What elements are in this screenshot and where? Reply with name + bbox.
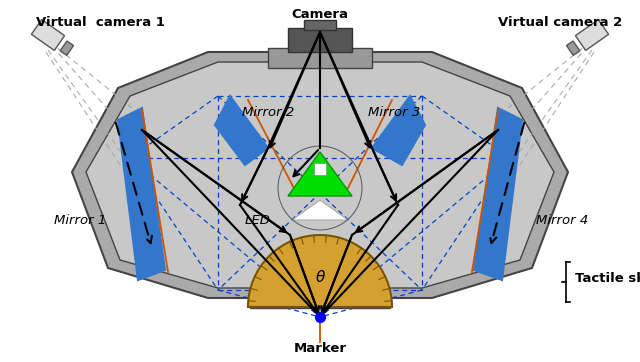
Polygon shape bbox=[31, 20, 65, 50]
Text: Mirror 3: Mirror 3 bbox=[368, 105, 420, 118]
Polygon shape bbox=[215, 96, 268, 165]
Polygon shape bbox=[566, 41, 580, 55]
Polygon shape bbox=[250, 298, 390, 308]
Polygon shape bbox=[268, 48, 372, 68]
Text: Virtual  camera 1: Virtual camera 1 bbox=[36, 16, 164, 29]
Polygon shape bbox=[288, 28, 352, 52]
Polygon shape bbox=[304, 20, 336, 30]
Polygon shape bbox=[575, 20, 609, 50]
Polygon shape bbox=[86, 62, 554, 288]
Polygon shape bbox=[72, 52, 568, 298]
Polygon shape bbox=[60, 41, 74, 55]
Text: Mirror 1: Mirror 1 bbox=[54, 214, 106, 227]
Polygon shape bbox=[474, 108, 522, 280]
Wedge shape bbox=[248, 235, 392, 307]
Text: Camera: Camera bbox=[291, 8, 349, 21]
Text: Mirror 4: Mirror 4 bbox=[536, 214, 588, 227]
Text: LED: LED bbox=[245, 214, 271, 227]
Bar bbox=[314, 163, 326, 175]
Polygon shape bbox=[372, 96, 425, 165]
Polygon shape bbox=[292, 200, 348, 220]
Text: θ: θ bbox=[316, 270, 324, 286]
Polygon shape bbox=[288, 152, 352, 196]
Text: Mirror 2: Mirror 2 bbox=[242, 105, 294, 118]
Text: Virtual camera 2: Virtual camera 2 bbox=[498, 16, 622, 29]
Text: Tactile skin: Tactile skin bbox=[575, 272, 640, 285]
Polygon shape bbox=[118, 108, 165, 280]
Text: Marker: Marker bbox=[294, 341, 346, 354]
